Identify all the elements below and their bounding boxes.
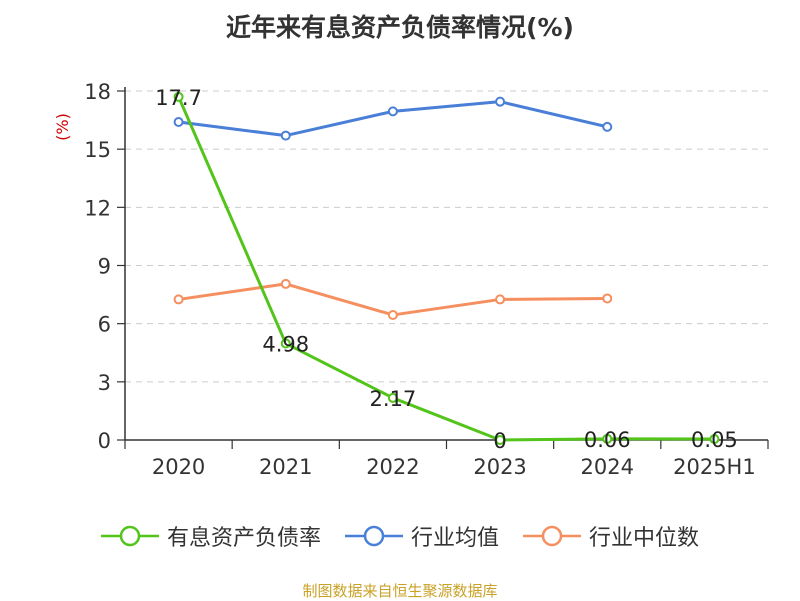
y-tick-label: 3 — [98, 371, 111, 395]
x-tick-label: 2020 — [152, 455, 205, 479]
data-label: 4.98 — [262, 332, 309, 356]
data-point — [280, 278, 291, 289]
data-label: 2.17 — [370, 387, 417, 411]
y-tick-label: 9 — [98, 255, 111, 279]
data-point — [709, 434, 720, 445]
series-line-0 — [177, 96, 715, 442]
data-point — [280, 130, 291, 141]
data-point — [602, 121, 613, 132]
series-layer — [173, 91, 720, 445]
x-tick-label: 2024 — [581, 455, 634, 479]
y-tick-label: 6 — [98, 313, 111, 337]
data-point — [280, 338, 291, 349]
y-axis-label: (%) — [53, 113, 72, 141]
legend-line-marker-icon — [100, 525, 159, 547]
data-point — [387, 392, 398, 403]
source-footer: 制图数据来自恒生聚源数据库 — [302, 582, 498, 600]
legend-line-marker-icon — [344, 525, 403, 547]
data-point — [495, 96, 506, 107]
chart-title: 近年来有息资产负债率情况(%) — [226, 13, 574, 42]
data-label: 17.7 — [155, 86, 202, 110]
data-point — [602, 433, 613, 444]
legend-item[interactable]: 行业中位数 — [523, 520, 699, 552]
y-tick-label: 0 — [98, 429, 111, 453]
legend-label: 有息资产负债率 — [166, 526, 321, 551]
data-point — [173, 91, 184, 102]
legend-item[interactable]: 有息资产负债率 — [100, 520, 321, 552]
data-point — [495, 294, 506, 305]
data-label-layer: 17.7 4.98 2.17 0 0.06 0.05 — [155, 86, 738, 453]
legend: 有息资产负债率 行业均值 行业中位数 — [0, 518, 800, 554]
legend-label: 行业均值 — [410, 526, 499, 551]
legend-label: 行业中位数 — [589, 526, 700, 551]
data-point — [387, 106, 398, 117]
data-point — [602, 293, 613, 304]
data-label: 0.05 — [691, 428, 738, 452]
data-point — [173, 117, 184, 128]
axis-layer: 0 3 6 9 12 15 18 (%) 2020 2021 2022 2023 2024 2025H1 — [53, 80, 769, 479]
y-tick-label: 18 — [84, 80, 111, 104]
legend-line-marker-icon — [523, 525, 581, 547]
data-point — [173, 294, 184, 305]
data-point — [387, 309, 398, 320]
x-tick-label: 2023 — [473, 455, 526, 479]
y-tick-label: 12 — [84, 196, 111, 220]
x-tick-label: 2022 — [366, 455, 419, 479]
y-tick-label: 15 — [84, 138, 111, 162]
data-label: 0 — [493, 429, 506, 453]
grid-layer — [125, 90, 768, 383]
x-tick-label: 2021 — [259, 455, 312, 479]
legend-item[interactable]: 行业均值 — [344, 520, 499, 552]
data-label: 0.06 — [584, 428, 631, 452]
data-point — [495, 435, 506, 445]
x-tick-label: 2025H1 — [673, 455, 756, 479]
